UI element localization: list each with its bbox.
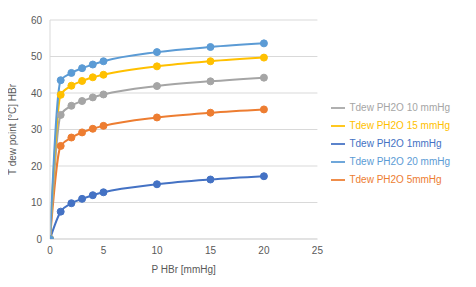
svg-text:0: 0 [36,234,42,245]
svg-text:5: 5 [101,245,107,256]
svg-text:20: 20 [258,245,270,256]
svg-text:30: 30 [31,124,43,135]
svg-text:0: 0 [47,245,53,256]
html-text:Tdew PH2O 20 mmHg: Tdew PH2O 20 mmHg [349,155,450,167]
html-text:Tdew PH2O 15 mmHg: Tdew PH2O 15 mmHg [349,119,450,131]
svg-text:10: 10 [31,197,43,208]
html-text:Tdew PH2O 1mmHg: Tdew PH2O 1mmHg [349,137,442,149]
svg-text:10: 10 [151,245,163,256]
html-text:Tdew PH2O 10 mmHg: Tdew PH2O 10 mmHg [349,101,450,113]
svg-text:T dew point [°C] HBr: T dew point [°C] HBr [8,83,18,175]
svg-text:25: 25 [312,245,324,256]
svg-text:P HBr [mmHg]: P HBr [mmHg] [152,264,216,275]
svg-text:50: 50 [31,51,43,62]
svg-text:15: 15 [205,245,217,256]
svg-text:40: 40 [31,88,43,99]
svg-text:60: 60 [31,15,43,26]
svg-text:20: 20 [31,161,43,172]
html-text:Tdew PH2O 5mmHg: Tdew PH2O 5mmHg [349,173,442,185]
